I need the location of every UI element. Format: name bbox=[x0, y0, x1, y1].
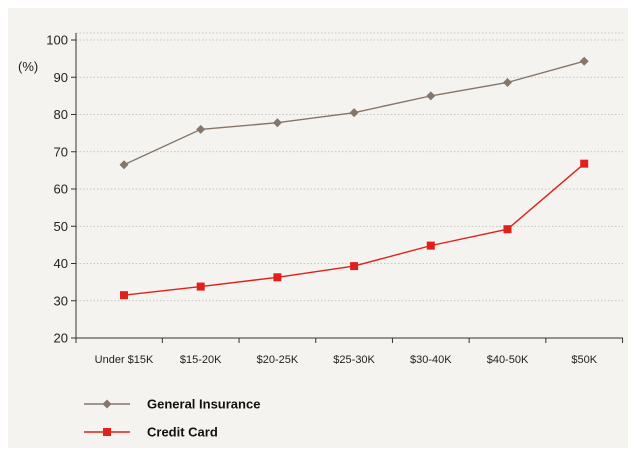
data-point-credit-card-6 bbox=[580, 159, 589, 168]
legend: General Insurance Credit Card bbox=[84, 397, 260, 440]
legend-item-credit-card: Credit Card bbox=[84, 425, 218, 440]
y-tick-label-90: 90 bbox=[54, 70, 68, 85]
y-tick-label-60: 60 bbox=[54, 182, 68, 197]
series-group bbox=[119, 56, 589, 300]
y-axis-label: (%) bbox=[18, 59, 38, 74]
data-point-general-insurance-4 bbox=[426, 91, 436, 101]
x-tick-label-6: $50K bbox=[571, 354, 597, 366]
y-tick-label-50: 50 bbox=[54, 219, 68, 234]
axes bbox=[71, 33, 624, 343]
y-tick-labels: 20 30 40 50 60 70 80 90 100 bbox=[46, 33, 68, 346]
x-tick-label-0: Under $15K bbox=[95, 354, 154, 366]
data-point-credit-card-4 bbox=[426, 241, 435, 250]
x-tick-label-4: $30-40K bbox=[410, 354, 452, 366]
x-tick-label-3: $25-30K bbox=[333, 354, 375, 366]
legend-label-general-insurance: General Insurance bbox=[147, 397, 260, 412]
y-tick-label-20: 20 bbox=[54, 331, 68, 346]
data-point-credit-card-2 bbox=[273, 273, 282, 282]
series-line-credit-card bbox=[123, 163, 585, 296]
x-tick-labels: Under $15K $15-20K $20-25K $25-30K $30-40K $4… bbox=[95, 354, 598, 366]
legend-item-general-insurance: General Insurance bbox=[84, 397, 260, 412]
line-chart: (%) 20 30 40 50 60 70 80 90 100 Under $15K $15-20… bbox=[18, 32, 624, 440]
data-point-general-insurance-2 bbox=[272, 118, 282, 128]
data-point-general-insurance-6 bbox=[579, 56, 589, 66]
data-point-credit-card-3 bbox=[350, 262, 359, 271]
y-tick-label-30: 30 bbox=[54, 293, 68, 308]
y-tick-label-70: 70 bbox=[54, 144, 68, 159]
data-point-credit-card-5 bbox=[503, 225, 512, 234]
y-tick-label-100: 100 bbox=[46, 33, 68, 48]
data-point-general-insurance-0 bbox=[119, 160, 129, 170]
x-tick-label-5: $40-50K bbox=[487, 354, 529, 366]
data-point-credit-card-0 bbox=[120, 291, 128, 300]
y-tick-label-40: 40 bbox=[54, 256, 68, 271]
chart-panel: (%) 20 30 40 50 60 70 80 90 100 Under $15K $15-20… bbox=[8, 8, 628, 448]
data-point-general-insurance-5 bbox=[503, 77, 512, 87]
legend-marker-credit-card bbox=[103, 428, 111, 436]
x-tick-label-1: $15-20K bbox=[180, 354, 222, 366]
grid-lines bbox=[76, 32, 623, 302]
x-tick-label-2: $20-25K bbox=[257, 354, 299, 366]
legend-marker-general-insurance bbox=[102, 399, 112, 409]
data-point-general-insurance-1 bbox=[196, 124, 206, 134]
series-credit-card bbox=[120, 159, 589, 300]
data-point-general-insurance-3 bbox=[349, 108, 359, 118]
series-general-insurance bbox=[119, 56, 589, 170]
data-point-credit-card-1 bbox=[196, 282, 205, 291]
legend-label-credit-card: Credit Card bbox=[147, 425, 218, 440]
y-tick-label-80: 80 bbox=[54, 107, 68, 122]
